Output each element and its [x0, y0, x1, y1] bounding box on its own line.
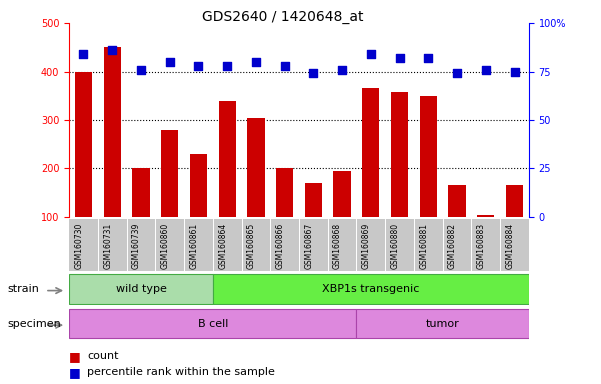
Bar — [69, 274, 213, 304]
Text: count: count — [87, 351, 118, 361]
Text: GSM160864: GSM160864 — [218, 223, 227, 269]
Text: GSM160869: GSM160869 — [362, 223, 371, 269]
Bar — [419, 96, 437, 265]
Text: GSM160881: GSM160881 — [419, 223, 429, 269]
Bar — [219, 101, 236, 265]
Bar — [190, 154, 207, 265]
Point — [366, 51, 376, 57]
Text: GSM160730: GSM160730 — [75, 223, 84, 270]
Bar — [75, 71, 92, 265]
Bar — [356, 309, 529, 338]
Bar — [448, 185, 466, 265]
Point — [280, 63, 290, 69]
Bar — [477, 215, 495, 265]
Text: ■: ■ — [69, 350, 81, 363]
Bar — [69, 309, 356, 338]
Bar — [391, 92, 408, 265]
Bar — [213, 274, 529, 304]
Bar — [247, 118, 264, 265]
Text: ■: ■ — [69, 366, 81, 379]
Point — [194, 63, 203, 69]
Text: GSM160861: GSM160861 — [189, 223, 198, 269]
Point — [308, 70, 318, 76]
Text: specimen: specimen — [8, 318, 61, 329]
Bar — [305, 183, 322, 265]
Text: percentile rank within the sample: percentile rank within the sample — [87, 367, 275, 377]
Text: XBP1s transgenic: XBP1s transgenic — [322, 284, 419, 294]
Text: GSM160739: GSM160739 — [132, 223, 141, 270]
Point — [251, 59, 261, 65]
Text: GSM160866: GSM160866 — [276, 223, 285, 269]
Point — [165, 59, 174, 65]
Point — [222, 63, 232, 69]
Text: GSM160867: GSM160867 — [304, 223, 313, 269]
Text: GSM160860: GSM160860 — [160, 223, 169, 269]
Text: strain: strain — [8, 284, 40, 294]
Text: wild type: wild type — [115, 284, 166, 294]
Text: GDS2640 / 1420648_at: GDS2640 / 1420648_at — [202, 10, 363, 23]
Point — [510, 68, 519, 74]
Bar — [276, 169, 293, 265]
Bar — [132, 169, 150, 265]
Point — [337, 66, 347, 73]
Text: tumor: tumor — [426, 318, 460, 329]
Bar — [103, 47, 121, 265]
Bar — [161, 130, 178, 265]
Point — [452, 70, 462, 76]
Point — [136, 66, 146, 73]
Bar — [362, 88, 379, 265]
Point — [424, 55, 433, 61]
Text: GSM160731: GSM160731 — [103, 223, 112, 269]
Text: GSM160880: GSM160880 — [391, 223, 400, 269]
Text: B cell: B cell — [198, 318, 228, 329]
Point — [79, 51, 88, 57]
Point — [481, 66, 490, 73]
Text: GSM160883: GSM160883 — [477, 223, 486, 269]
Point — [108, 47, 117, 53]
Bar — [334, 171, 351, 265]
Bar — [506, 185, 523, 265]
Text: GSM160884: GSM160884 — [505, 223, 514, 269]
Text: GSM160882: GSM160882 — [448, 223, 457, 269]
Text: GSM160865: GSM160865 — [247, 223, 256, 269]
Point — [395, 55, 404, 61]
Text: GSM160868: GSM160868 — [333, 223, 342, 269]
